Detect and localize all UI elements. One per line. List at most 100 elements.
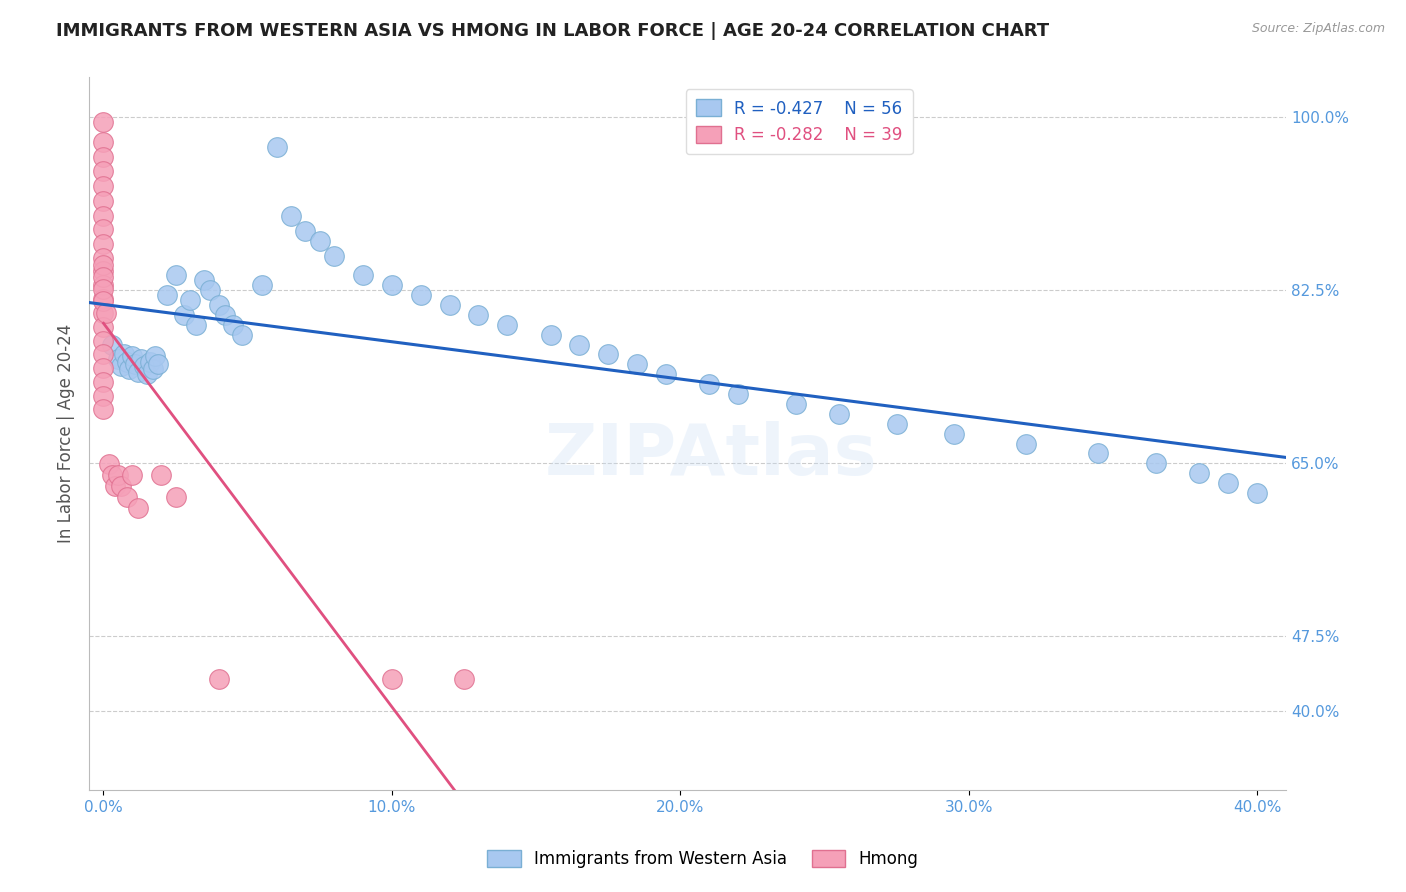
Point [110,479,132,493]
Point [135,368,157,382]
Point [107,352,129,367]
Point [231,327,253,342]
Point [132,359,155,374]
Point [93,115,115,129]
Point [1218,476,1240,491]
Point [93,222,115,236]
Point [93,236,115,251]
Point [294,224,316,238]
Point [193,273,215,287]
Point [93,389,115,403]
Point [1188,467,1211,481]
Point [886,417,908,431]
Point [214,308,236,322]
Point [124,357,146,371]
Point [93,306,115,320]
Point [93,361,115,376]
Point [148,357,170,371]
Point [208,672,231,686]
Point [118,362,141,376]
Point [568,337,591,351]
Point [222,318,245,332]
Point [496,318,519,332]
Point [943,426,966,441]
Point [93,282,115,296]
Point [93,294,115,309]
Point [112,347,135,361]
Point [101,468,124,483]
Point [439,298,461,312]
Point [93,209,115,223]
Point [179,293,201,307]
Point [93,278,115,293]
Text: Source: ZipAtlas.com: Source: ZipAtlas.com [1251,22,1385,36]
Point [121,468,143,483]
Point [250,278,273,293]
Point [266,139,288,153]
Point [93,164,115,178]
Point [127,500,149,515]
Point [104,479,127,493]
Point [115,490,138,504]
Point [1144,456,1167,470]
Point [93,292,115,306]
Point [1015,436,1038,450]
Point [626,357,648,371]
Point [93,319,115,334]
Point [173,308,195,322]
Point [93,150,115,164]
Point [129,352,152,367]
Point [540,327,562,342]
Text: ZIPAtlas: ZIPAtlas [546,420,877,490]
Point [381,672,404,686]
Point [165,490,187,504]
Point [453,672,475,686]
Point [409,288,432,302]
Point [156,288,179,302]
Point [93,135,115,149]
Point [280,209,302,223]
Point [115,355,138,369]
Point [727,387,749,401]
Point [96,306,118,320]
Point [1087,446,1109,460]
Point [655,368,678,382]
Point [467,308,489,322]
Point [785,397,807,411]
Point [98,458,121,472]
Point [208,298,231,312]
Point [93,259,115,273]
Y-axis label: In Labor Force | Age 20-24: In Labor Force | Age 20-24 [58,324,75,543]
Point [110,359,132,374]
Point [352,268,374,283]
Point [138,355,160,369]
Text: IMMIGRANTS FROM WESTERN ASIA VS HMONG IN LABOR FORCE | AGE 20-24 CORRELATION CHA: IMMIGRANTS FROM WESTERN ASIA VS HMONG IN… [56,22,1049,40]
Legend: Immigrants from Western Asia, Hmong: Immigrants from Western Asia, Hmong [481,843,925,875]
Point [200,283,222,297]
Point [93,375,115,389]
Point [93,251,115,265]
Point [141,362,163,376]
Point [184,318,207,332]
Point [697,377,720,392]
Point [93,264,115,278]
Point [127,365,149,379]
Point [93,347,115,361]
Point [101,337,124,351]
Point [381,278,404,293]
Point [93,270,115,285]
Point [150,468,173,483]
Point [93,179,115,194]
Point [93,194,115,208]
Point [308,234,330,248]
Point [93,401,115,416]
Point [145,350,167,364]
Point [93,334,115,348]
Point [165,268,187,283]
Point [1246,486,1268,500]
Point [828,407,851,421]
Point [598,347,620,361]
Legend: R = -0.427    N = 56, R = -0.282    N = 39: R = -0.427 N = 56, R = -0.282 N = 39 [686,89,912,154]
Point [107,468,129,483]
Point [121,350,143,364]
